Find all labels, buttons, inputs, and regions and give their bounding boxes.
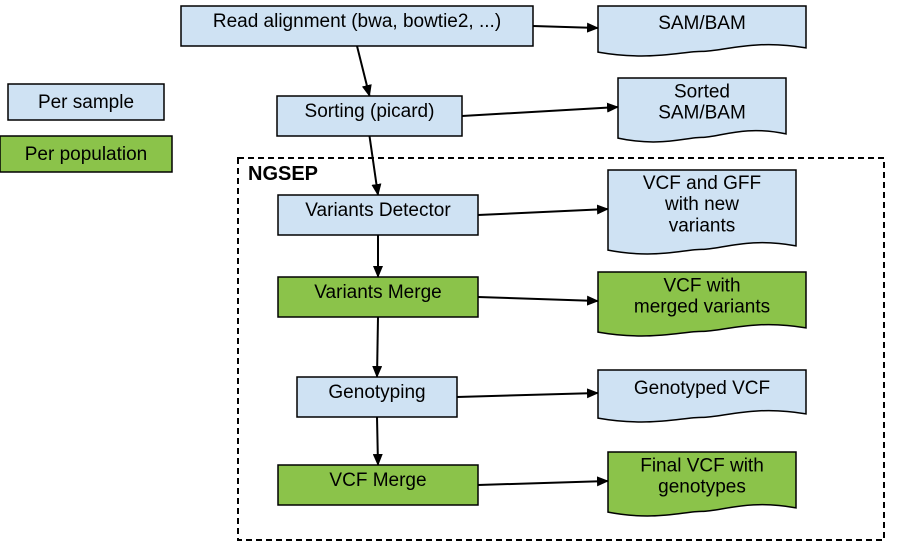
edge-vcf_merge-final_vcf [478, 481, 608, 485]
var_detect-label: Variants Detector [305, 200, 451, 221]
ngsep-group-label: NGSEP [248, 163, 318, 185]
edge-var_merge-vcf_merged [478, 297, 598, 301]
vcf_merge-label: VCF Merge [329, 470, 426, 491]
edge-read_align-sorting [357, 46, 370, 96]
sorted-label: SAM/BAM [658, 103, 746, 124]
vcf_merged-label: merged variants [634, 297, 770, 318]
vcf_gff-label: variants [669, 215, 736, 236]
edge-sorting-sorted [462, 107, 618, 116]
sorted-label: Sorted [674, 81, 730, 102]
vcf_gff-label: VCF and GFF [643, 173, 761, 194]
sorting-label: Sorting (picard) [305, 101, 435, 122]
legend-per_sample-label: Per sample [38, 92, 134, 113]
legend-per_population-label: Per population [25, 144, 148, 165]
vcf_gff-label: with new [664, 194, 739, 215]
geno_vcf-label: Genotyped VCF [634, 378, 770, 399]
genotyping-label: Genotyping [328, 382, 425, 403]
edge-var_merge-genotyping [377, 317, 378, 377]
var_merge-label: Variants Merge [314, 282, 441, 303]
edge-sorting-var_detect [370, 136, 379, 195]
edge-genotyping-vcf_merge [377, 417, 378, 465]
edge-var_detect-vcf_gff [478, 209, 608, 215]
sam_bam-label: SAM/BAM [658, 13, 746, 34]
edge-read_align-sam_bam [533, 26, 598, 28]
flowchart-canvas: NGSEP Read alignment (bwa, bowtie2, ...) S… [0, 0, 913, 548]
final_vcf-label: Final VCF with [640, 455, 764, 476]
final_vcf-label: genotypes [658, 477, 746, 498]
edge-genotyping-geno_vcf [457, 393, 598, 397]
vcf_merged-label: VCF with [663, 275, 740, 296]
read_align-label: Read alignment (bwa, bowtie2, ...) [213, 11, 501, 32]
